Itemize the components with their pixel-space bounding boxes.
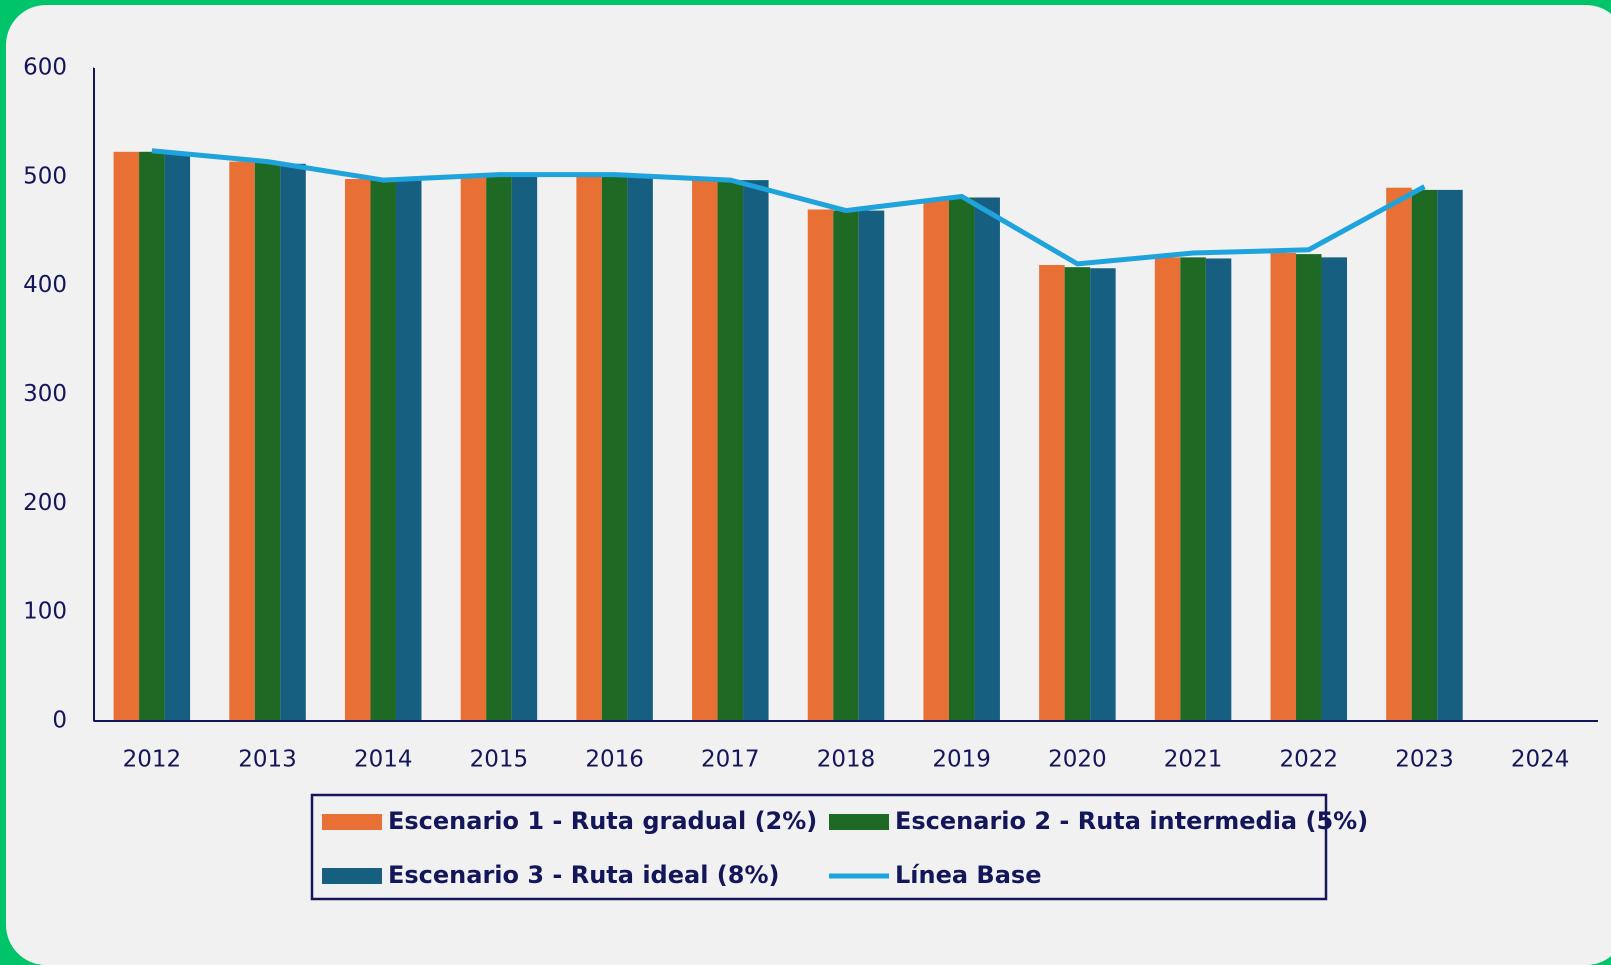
legend-swatch — [322, 814, 382, 830]
bar — [1090, 268, 1116, 721]
bar — [164, 152, 191, 721]
y-tick-label: 500 — [23, 163, 67, 189]
bar — [1180, 257, 1206, 721]
y-tick-label: 200 — [23, 490, 67, 516]
bar — [576, 174, 602, 721]
y-tick-label: 400 — [23, 272, 67, 298]
bar — [229, 161, 255, 721]
x-tick-label: 2012 — [123, 747, 182, 773]
bar — [858, 210, 885, 722]
bar — [948, 197, 975, 722]
legend-box — [310, 793, 1328, 901]
legend-label: Línea Base — [895, 861, 1041, 889]
bar — [692, 179, 718, 721]
bar — [254, 162, 281, 721]
x-tick-label: 2019 — [932, 747, 991, 773]
bar — [1321, 257, 1348, 721]
bar — [627, 175, 653, 721]
y-tick-label: 300 — [23, 381, 67, 407]
y-tick-label: 0 — [52, 708, 67, 734]
bar — [717, 180, 744, 721]
bar — [280, 163, 306, 722]
x-tick-label: 2024 — [1511, 747, 1570, 773]
legend-label: Escenario 1 - Ruta gradual (2%) — [388, 807, 817, 835]
bar — [1270, 253, 1297, 721]
bar — [923, 198, 949, 722]
x-tick-label: 2016 — [585, 747, 644, 773]
bar — [1296, 254, 1322, 722]
x-tick-label: 2022 — [1279, 747, 1338, 773]
y-tick-label: 600 — [23, 55, 67, 81]
bar — [486, 175, 512, 721]
x-tick-label: 2021 — [1164, 747, 1223, 773]
legend-swatch — [322, 868, 382, 884]
x-tick-label: 2018 — [817, 747, 876, 773]
bar — [1205, 258, 1232, 721]
legend-label: Escenario 2 - Ruta intermedia (5%) — [895, 807, 1368, 835]
legend-label: Escenario 3 - Ruta ideal (8%) — [388, 861, 779, 889]
y-tick-label: 100 — [23, 599, 67, 625]
bar — [344, 179, 371, 721]
bar — [1039, 264, 1065, 721]
x-tick-label: 2017 — [701, 747, 760, 773]
bar — [743, 180, 769, 721]
x-tick-label: 2023 — [1395, 747, 1454, 773]
bar — [1437, 189, 1463, 722]
x-tick-label: 2020 — [1048, 747, 1107, 773]
bar — [139, 151, 165, 722]
bar — [1154, 257, 1181, 721]
bar — [974, 197, 1000, 722]
bar — [601, 175, 628, 721]
legend-swatch — [829, 814, 889, 830]
bar — [395, 180, 422, 721]
bar — [807, 209, 834, 721]
x-tick-label: 2015 — [470, 747, 529, 773]
x-tick-label: 2014 — [354, 747, 413, 773]
bar — [833, 210, 859, 722]
bar — [113, 151, 140, 722]
bar — [511, 175, 538, 721]
bar — [1386, 187, 1412, 721]
x-tick-label: 2013 — [238, 747, 297, 773]
bar — [1411, 189, 1438, 722]
bar — [1064, 267, 1091, 721]
line — [151, 148, 1426, 267]
bar — [460, 174, 487, 721]
bar — [370, 180, 396, 721]
chart: 0 100 200 300 400 500 600 2012 2013 2014 2015 2016 2… — [23, 55, 1598, 901]
